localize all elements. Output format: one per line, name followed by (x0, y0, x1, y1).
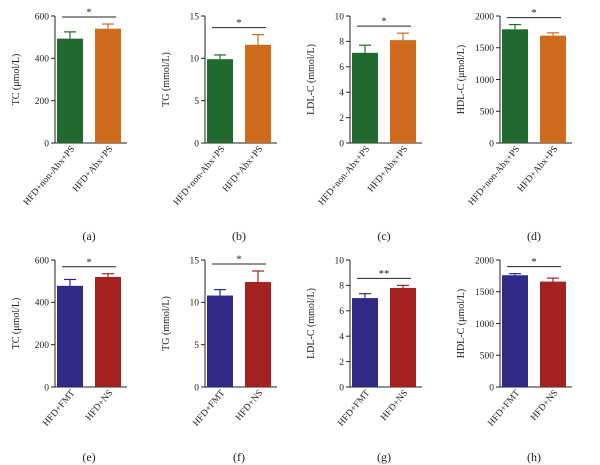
panel-h-y-tick-label: 1000 (475, 320, 494, 330)
panel-c-label: (c) (377, 229, 390, 243)
panel-b-y-tick-label: 0 (194, 139, 199, 149)
panel-c-significance-label: * (381, 16, 387, 28)
panel-f-y-tick-label: 10 (190, 299, 200, 309)
panel-g-y-tick-label: 10 (335, 256, 345, 266)
panel-d-category-label-2: HFD+Abx+PS (516, 145, 560, 195)
panel-d-bar-2 (540, 35, 566, 144)
panel-g-bar-2 (390, 287, 416, 387)
panel-c-y-tick-label: 0 (339, 139, 344, 149)
panel-h-y-axis-label: HDL-C (μmol/L) (456, 289, 467, 359)
panel-c-bar-1 (352, 52, 378, 143)
panel-f-category-label-1: HFD+FMT (191, 388, 227, 428)
panel-d-y-tick-label: 500 (480, 108, 495, 118)
panel-a-bar-1 (57, 38, 83, 144)
panel-h-significance-label: * (531, 256, 537, 268)
panel-h-y-tick-label: 500 (480, 352, 495, 362)
panel-e-y-tick-label: 600 (35, 256, 50, 266)
panel-h-bar-2 (540, 281, 566, 387)
panel-g-y-tick-label: 2 (339, 358, 344, 368)
panel-d-label: (d) (527, 229, 541, 243)
panel-g-y-tick-label: 4 (339, 333, 344, 343)
panel-g-bar-1 (352, 298, 378, 387)
panel-g-category-label-2: HFD+NS (379, 389, 410, 423)
panel-e-label: (e) (82, 450, 95, 464)
panel-e-category-label-2: HFD+NS (84, 389, 115, 423)
panel-e-y-axis-label: TC (μmol/L) (11, 298, 22, 350)
panel-a-bar-2 (95, 28, 121, 144)
panel-g-y-tick-label: 0 (339, 383, 344, 393)
panel-a-y-axis-label: TC (μmol/L) (11, 54, 22, 106)
panel-c-y-tick-label: 10 (335, 12, 345, 22)
panel-c-y-tick-label: 6 (339, 63, 344, 73)
panel-e-bar-1 (57, 285, 83, 387)
panel-e-y-tick-label: 200 (35, 341, 50, 351)
panel-b-label: (b) (232, 229, 246, 243)
panel-f-y-tick-label: 0 (194, 383, 199, 393)
panel-d-y-tick-label: 1500 (475, 44, 494, 54)
panel-h-y-tick-label: 0 (489, 383, 494, 393)
panel-c-y-tick-label: 8 (339, 38, 344, 48)
panel-f-bar-1 (207, 295, 233, 387)
panel-h-category-label-1: HFD+FMT (486, 388, 522, 428)
panel-a-y-tick-label: 200 (35, 97, 50, 107)
panel-g-label: (g) (377, 450, 391, 464)
panel-f-y-tick-label: 5 (194, 341, 199, 351)
panel-g-significance-label: ** (379, 268, 390, 280)
panel-c-y-axis-label: LDL-C (mmol/L) (306, 44, 317, 115)
panel-e-y-tick-label: 400 (35, 299, 50, 309)
panel-h-label: (h) (527, 450, 541, 464)
panel-a-y-tick-label: 600 (35, 12, 50, 22)
panel-b-y-tick-label: 10 (190, 55, 200, 65)
panel-b-significance-label: * (236, 17, 242, 29)
panel-e-category-label-1: HFD+FMT (41, 388, 77, 428)
panel-f-y-tick-label: 15 (190, 256, 200, 266)
panel-h-category-label-2: HFD+NS (529, 389, 560, 423)
panel-d-y-axis-label: HDL-C (μmol/L) (456, 45, 467, 115)
panel-f-y-axis-label: TG (mmol/L) (161, 296, 172, 351)
panel-f-label: (f) (233, 450, 245, 464)
panel-a-label: (a) (82, 229, 95, 243)
panel-a-y-tick-label: 0 (44, 139, 49, 149)
panel-g-y-tick-label: 8 (339, 282, 344, 292)
panel-a-category-label-2: HFD+Abx+PS (71, 145, 115, 195)
panel-c-category-label-2: HFD+Abx+PS (366, 145, 410, 195)
panel-c-bar-2 (390, 40, 416, 143)
panel-c-y-tick-label: 4 (339, 89, 344, 99)
panel-d-significance-label: * (531, 7, 537, 19)
panel-d-y-tick-label: 0 (489, 139, 494, 149)
panel-a-category-label-1: HFD+non-Abx+PS (22, 145, 77, 208)
panel-e-y-tick-label: 0 (44, 383, 49, 393)
panel-b-category-label-2: HFD+Abx+PS (221, 145, 265, 195)
panel-c-category-label-1: HFD+non-Abx+PS (317, 145, 372, 208)
panel-e-significance-label: * (86, 256, 92, 268)
panel-b-category-label-1: HFD+non-Abx+PS (172, 145, 227, 208)
panel-e-bar-2 (95, 276, 121, 387)
panel-d-category-label-1: HFD+non-Abx+PS (467, 145, 522, 208)
panel-b-y-axis-label: TG (mmol/L) (161, 52, 172, 107)
panel-d-y-tick-label: 1000 (475, 76, 494, 86)
panel-f-significance-label: * (236, 254, 242, 266)
panel-h-y-tick-label: 2000 (475, 256, 494, 266)
panel-a-significance-label: * (86, 7, 92, 19)
panel-c-y-tick-label: 2 (339, 114, 344, 124)
panel-a-y-tick-label: 400 (35, 55, 50, 65)
panel-b-y-tick-label: 15 (190, 12, 200, 22)
panel-g-category-label-1: HFD+FMT (336, 388, 372, 428)
panel-d-y-tick-label: 2000 (475, 12, 494, 22)
panel-h-bar-1 (502, 275, 528, 387)
panel-h-y-tick-label: 1500 (475, 288, 494, 298)
panel-b-y-tick-label: 5 (194, 97, 199, 107)
panel-d-bar-1 (502, 29, 528, 143)
panel-g-y-axis-label: LDL-C (mmol/L) (306, 288, 317, 359)
panel-g-y-tick-label: 6 (339, 307, 344, 317)
panel-f-bar-2 (245, 282, 271, 387)
panel-f-category-label-2: HFD+NS (234, 389, 265, 423)
panel-b-bar-2 (245, 44, 271, 143)
panel-b-bar-1 (207, 59, 233, 143)
